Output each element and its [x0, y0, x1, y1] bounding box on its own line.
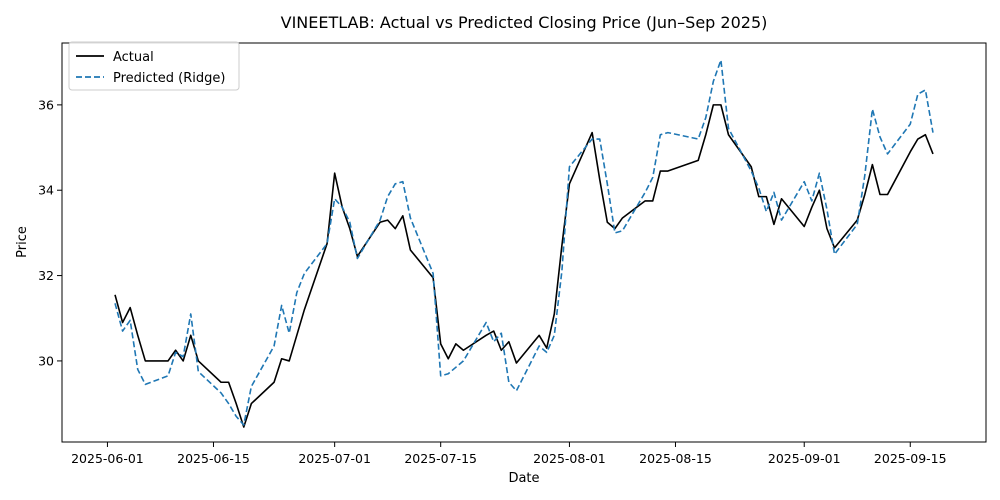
plot-area-frame	[61, 42, 987, 443]
y-tick-label: 36	[38, 97, 54, 112]
series-layer	[114, 59, 934, 428]
x-tick-label: 2025-07-01	[298, 451, 371, 466]
x-tick-label: 2025-09-01	[768, 451, 841, 466]
legend-box	[68, 41, 240, 91]
x-tick-label: 2025-06-01	[71, 451, 144, 466]
y-axis: 30 32 34 36	[38, 97, 62, 368]
y-axis-label: Price	[15, 226, 30, 258]
x-tick-label: 2025-08-15	[639, 451, 712, 466]
x-tick-label: 2025-09-15	[874, 451, 947, 466]
y-tick-label: 34	[38, 183, 54, 198]
x-tick-label: 2025-07-15	[404, 451, 477, 466]
x-tick-label: 2025-06-15	[177, 451, 250, 466]
y-tick-label: 30	[38, 353, 54, 368]
series-line-predicted	[114, 59, 934, 426]
legend-label-actual: Actual	[113, 50, 154, 65]
y-tick-label: 32	[38, 268, 54, 283]
x-tick-label: 2025-08-01	[533, 451, 606, 466]
x-axis-label: Date	[508, 471, 539, 486]
legend-label-predicted: Predicted (Ridge)	[113, 71, 225, 86]
x-axis: 2025-06-01 2025-06-15 2025-07-01 2025-07-15…	[71, 442, 947, 466]
legend: Actual Predicted (Ridge)	[68, 41, 240, 91]
chart-title: VINEETLAB: Actual vs Predicted Closing P…	[281, 13, 768, 32]
